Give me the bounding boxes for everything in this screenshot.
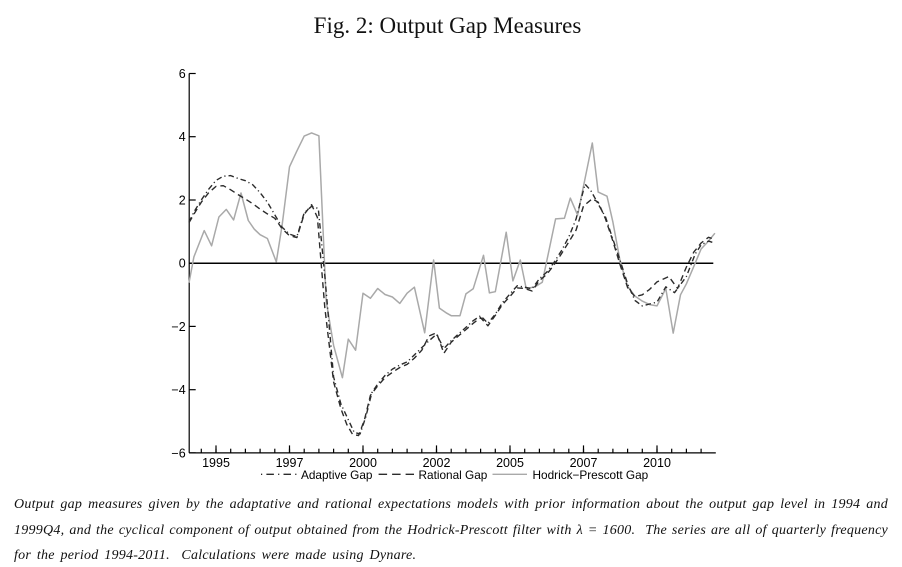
svg-text:−2: −2 xyxy=(171,320,185,334)
svg-text:1997: 1997 xyxy=(276,456,304,470)
svg-text:Hodrick−Prescott Gap: Hodrick−Prescott Gap xyxy=(533,468,649,482)
svg-text:2002: 2002 xyxy=(423,456,451,470)
svg-text:−4: −4 xyxy=(171,383,185,397)
svg-text:2005: 2005 xyxy=(496,456,524,470)
svg-text:2000: 2000 xyxy=(349,456,377,470)
svg-text:6: 6 xyxy=(179,67,186,81)
svg-text:−6: −6 xyxy=(171,446,185,460)
svg-text:2010: 2010 xyxy=(643,456,671,470)
svg-text:2007: 2007 xyxy=(570,456,598,470)
svg-text:0: 0 xyxy=(179,257,186,271)
svg-text:Adaptive Gap: Adaptive Gap xyxy=(301,468,373,482)
svg-text:Rational Gap: Rational Gap xyxy=(419,468,488,482)
svg-text:2: 2 xyxy=(179,194,186,208)
svg-text:4: 4 xyxy=(179,130,186,144)
svg-text:1995: 1995 xyxy=(202,456,230,470)
